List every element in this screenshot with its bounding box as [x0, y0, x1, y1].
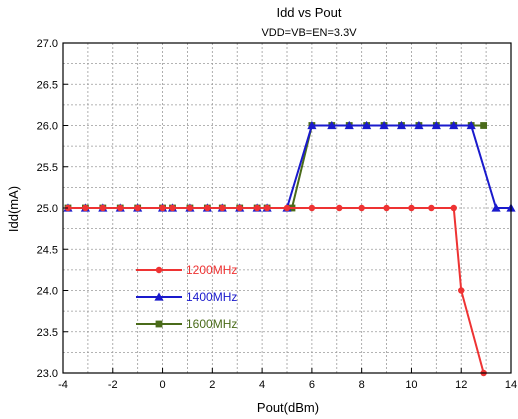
data-point — [414, 120, 424, 130]
legend-marker — [155, 266, 163, 274]
data-point — [99, 204, 107, 212]
series-1400MHz — [63, 120, 516, 212]
y-axis-label: Idd(mA) — [6, 186, 21, 232]
legend-item-1400MHz: 1400MHz — [136, 290, 237, 304]
ticks: -4 -2 0 2 4 6 8 10 12 14 23.0 23.5 24.0 24.5 25.0 25.5 2… — [37, 38, 518, 391]
data-point — [344, 120, 354, 130]
y-tick-label: 27.0 — [37, 38, 58, 50]
legend-label: 1600MHz — [186, 317, 237, 331]
y-tick-label: 23.5 — [37, 327, 58, 339]
chart-title: Idd vs Pout — [276, 5, 341, 20]
series-1200MHz — [64, 204, 487, 377]
data-point — [396, 120, 407, 130]
y-tick-label: 26.5 — [37, 79, 58, 91]
data-point — [362, 120, 372, 130]
data-point — [466, 120, 476, 130]
legend-item-1200MHz: 1200MHz — [136, 263, 237, 277]
series-group — [63, 120, 516, 377]
data-point — [491, 203, 501, 212]
data-point — [308, 204, 316, 212]
legend-item-1600MHz: 1600MHz — [136, 317, 237, 331]
data-point — [204, 204, 211, 212]
x-tick-label: -4 — [58, 379, 68, 391]
x-tick-label: -2 — [108, 379, 118, 391]
data-point — [480, 122, 488, 129]
x-tick-label: 4 — [259, 379, 265, 391]
data-point — [283, 204, 291, 212]
data-point — [307, 120, 317, 130]
data-point — [336, 204, 343, 212]
y-tick-label: 24.0 — [37, 286, 58, 298]
data-point — [327, 120, 337, 130]
y-tick-label: 23.0 — [37, 368, 58, 380]
y-tick-label: 25.0 — [37, 203, 58, 215]
data-point — [431, 120, 441, 130]
data-point — [358, 204, 365, 212]
y-tick-label: 26.0 — [37, 121, 58, 133]
x-tick-label: 12 — [455, 379, 467, 391]
data-point — [219, 204, 226, 212]
data-point — [428, 204, 435, 212]
data-point — [379, 120, 389, 130]
data-point — [449, 120, 459, 130]
x-tick-label: 8 — [359, 379, 365, 391]
x-axis-label: Pout(dBm) — [257, 400, 319, 415]
legend-marker — [155, 320, 163, 328]
x-tick-label: 14 — [505, 379, 517, 391]
data-point — [408, 204, 415, 212]
x-tick-label: 2 — [209, 379, 215, 391]
data-point — [134, 204, 141, 212]
legend-label: 1200MHz — [186, 263, 237, 277]
y-tick-label: 24.5 — [37, 244, 58, 256]
chart-subtitle: VDD=VB=EN=3.3V — [261, 27, 357, 39]
data-point — [383, 204, 390, 212]
data-point — [117, 204, 124, 212]
data-point — [253, 204, 261, 212]
plot-area: -4 -2 0 2 4 6 8 10 12 14 23.0 23.5 24.0 24.5 25.0 25.5 2… — [37, 38, 518, 391]
data-point — [263, 204, 271, 212]
legend: 1200MHz 1400MHz 1600MHz — [136, 263, 237, 331]
data-point — [458, 287, 465, 294]
y-tick-label: 25.5 — [37, 162, 58, 174]
data-point — [159, 204, 166, 212]
x-tick-label: 10 — [405, 379, 417, 391]
data-point — [186, 204, 194, 212]
legend-marker — [154, 292, 164, 301]
data-point — [169, 204, 176, 212]
legend-label: 1400MHz — [186, 290, 237, 304]
x-tick-label: 0 — [159, 379, 165, 391]
data-point — [450, 204, 457, 212]
data-point — [236, 204, 243, 212]
x-tick-label: 6 — [309, 379, 315, 391]
data-point — [82, 204, 89, 212]
